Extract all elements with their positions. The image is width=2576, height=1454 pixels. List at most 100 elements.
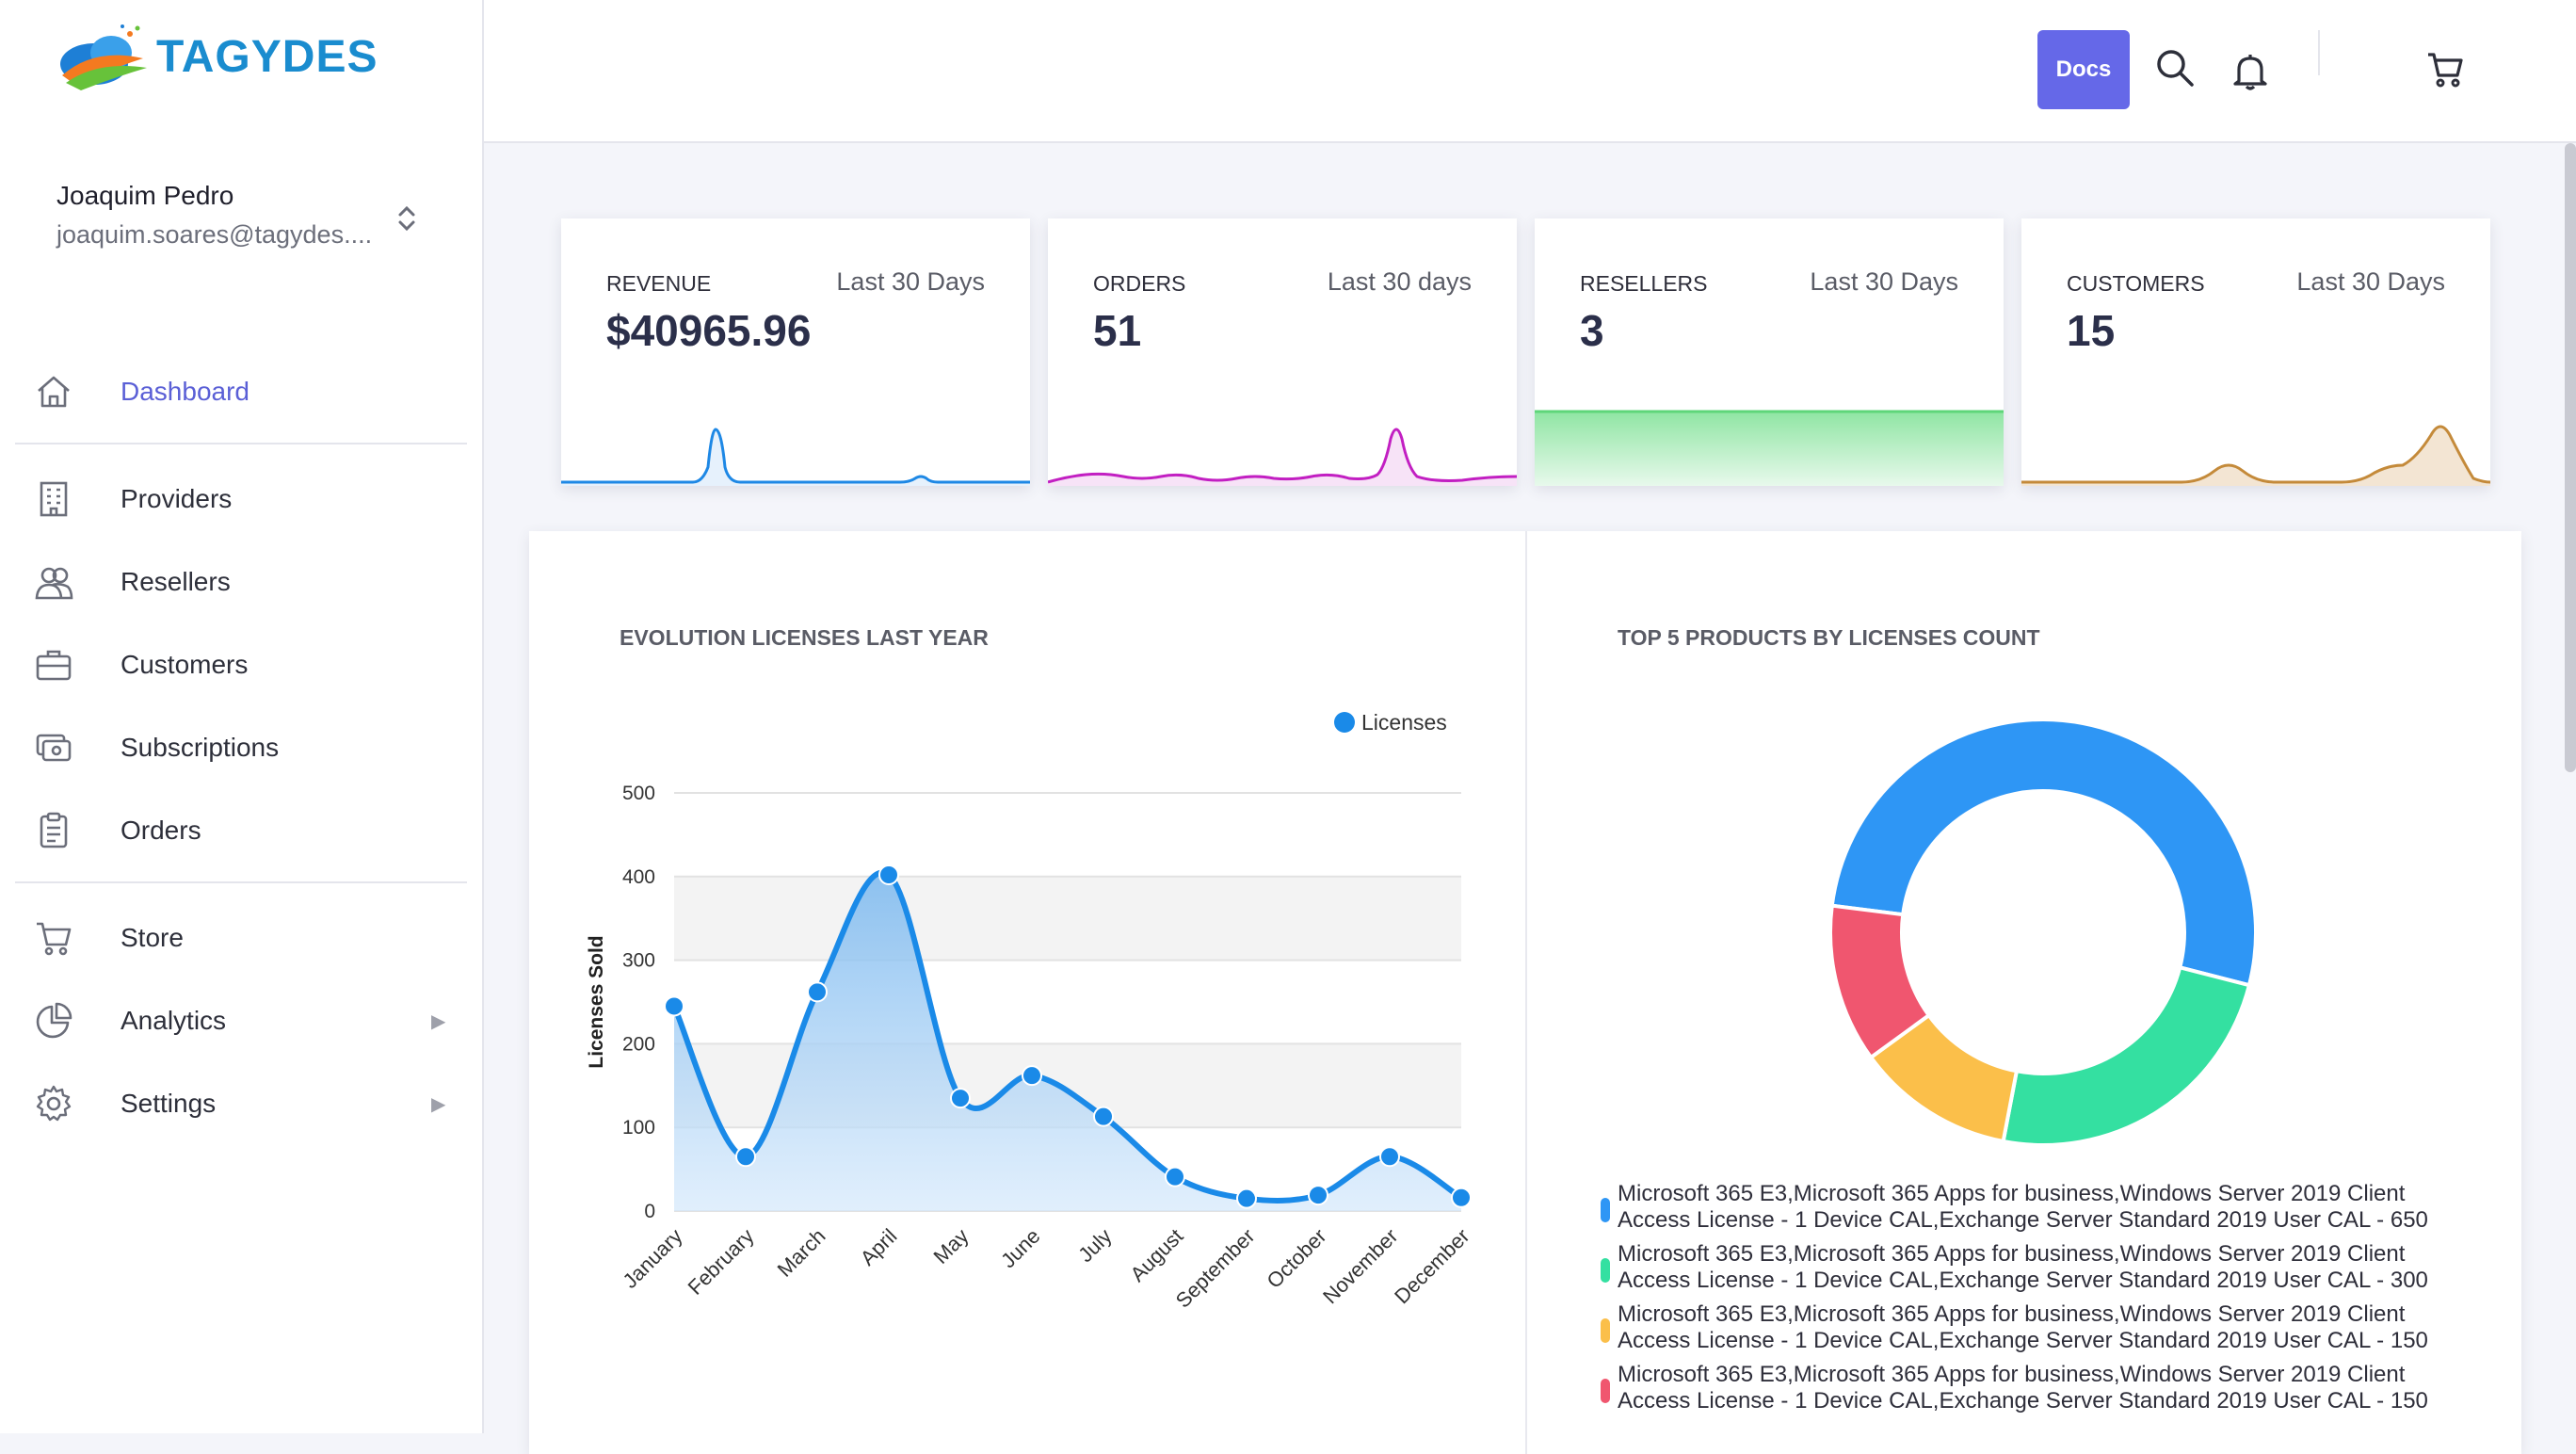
sidebar-item-label: Resellers (121, 567, 231, 596)
donut-slice (1829, 718, 2258, 988)
data-point (664, 995, 684, 1017)
legend-label: Microsoft 365 E3,Microsoft 365 Apps for … (1618, 1362, 2428, 1414)
page-scrollbar[interactable] (2565, 143, 2576, 772)
revenue-sparkline (561, 428, 1030, 486)
clipboard-icon (40, 812, 68, 848)
legend-swatch (1601, 1379, 1610, 1403)
brand-name: TAGYDES (156, 31, 378, 82)
home-icon (38, 376, 70, 408)
sidebar-item-customers[interactable]: Customers (0, 627, 482, 703)
x-tick-label: June (996, 1224, 1044, 1272)
panel-divider (1525, 531, 1527, 1454)
evolution-line-chart: 0 100 200 300 400 500 Licenses Sold JanuaryFebr… (586, 710, 1474, 1313)
stat-card-resellers: RESELLERS Last 30 Days 3 (1535, 218, 2004, 486)
legend-item[interactable]: Microsoft 365 E3,Microsoft 365 Apps for … (1601, 1362, 2448, 1422)
sidebar-item-label: Customers (121, 650, 249, 679)
y-axis-label: Licenses Sold (586, 935, 607, 1068)
legend-item[interactable]: Microsoft 365 E3,Microsoft 365 Apps for … (1601, 1241, 2448, 1301)
stat-period[interactable]: Last 30 Days (2296, 267, 2445, 296)
sidebar-item-analytics[interactable]: Analytics ▶ (0, 983, 482, 1058)
grid-band (674, 876, 1461, 961)
stat-card-customers: CUSTOMERS Last 30 Days 15 (2021, 218, 2490, 486)
x-tick-label: March (773, 1224, 830, 1282)
stat-value: 51 (1093, 306, 1142, 355)
sidebar-item-store[interactable]: Store (0, 900, 482, 976)
stat-period[interactable]: Last 30 Days (1810, 267, 1958, 296)
stat-value: 15 (2067, 306, 2116, 355)
data-point (1451, 1187, 1472, 1208)
y-tick-label: 0 (644, 1201, 655, 1222)
data-point (950, 1088, 971, 1109)
sidebar-item-subscriptions[interactable]: Subscriptions (0, 710, 482, 785)
x-tick-label: April (856, 1224, 902, 1270)
data-point (807, 981, 828, 1003)
x-tick-label: January (619, 1224, 687, 1293)
pie-icon (36, 1002, 72, 1039)
logo-icon (60, 24, 147, 90)
y-tick-label: 100 (622, 1117, 655, 1139)
sidebar-item-label: Settings (121, 1089, 217, 1118)
bell-icon[interactable] (2230, 51, 2271, 92)
nav-divider (15, 881, 467, 883)
cart-icon[interactable] (2425, 49, 2467, 90)
data-point (878, 864, 899, 886)
cart-icon (37, 922, 72, 956)
x-tick-label: October (1263, 1224, 1331, 1293)
sidebar-item-settings[interactable]: Settings ▶ (0, 1066, 482, 1141)
sidebar-item-providers[interactable]: Providers (0, 461, 482, 537)
sidebar-item-orders[interactable]: Orders (0, 793, 482, 868)
x-tick-label: February (684, 1224, 759, 1300)
chevron-updown-icon[interactable] (394, 202, 420, 235)
x-tick-label: May (928, 1224, 973, 1268)
brand-logo[interactable]: TAGYDES (56, 21, 378, 92)
data-point (1308, 1185, 1328, 1206)
sidebar-item-label: Subscriptions (121, 733, 280, 762)
customers-sparkline (2021, 425, 2490, 486)
sidebar-item-dashboard[interactable]: Dashboard (0, 354, 482, 429)
series-area-licenses (674, 872, 1461, 1211)
legend-swatch (1601, 1198, 1610, 1222)
gear-icon (36, 1085, 72, 1122)
sidebar-item-resellers[interactable]: Resellers (0, 544, 482, 620)
data-point (1093, 1106, 1114, 1127)
sidebar-item-label: Providers (121, 484, 233, 513)
user-name: Joaquim Pedro (56, 181, 234, 210)
stat-card-revenue: REVENUE Last 30 Days $40965.96 (561, 218, 1030, 486)
sidebar: TAGYDES Joaquim Pedro joaquim.soares@tag… (0, 0, 484, 1433)
legend-swatch (1601, 1258, 1610, 1283)
legend-marker (1334, 712, 1355, 733)
toolbar-divider (2318, 30, 2320, 75)
top-bar: Docs (484, 0, 2576, 143)
legend-item[interactable]: Microsoft 365 E3,Microsoft 365 Apps for … (1601, 1301, 2448, 1362)
legend-label: Microsoft 365 E3,Microsoft 365 Apps for … (1618, 1181, 2428, 1233)
stat-title: RESELLERS (1580, 271, 1708, 296)
legend-swatch (1601, 1318, 1610, 1343)
resellers-sparkline (1535, 410, 2004, 486)
cash-icon (36, 734, 72, 762)
data-point (1165, 1166, 1185, 1187)
legend-item[interactable]: Microsoft 365 E3,Microsoft 365 Apps for … (1601, 1181, 2448, 1241)
search-icon[interactable] (2154, 47, 2196, 89)
y-tick-label: 500 (622, 783, 655, 804)
legend-label: Microsoft 365 E3,Microsoft 365 Apps for … (1618, 1241, 2428, 1293)
y-tick-label: 400 (622, 866, 655, 888)
stat-period[interactable]: Last 30 Days (836, 267, 985, 296)
expand-arrow-icon: ▶ (431, 1010, 446, 1032)
stat-card-orders: ORDERS Last 30 days 51 (1048, 218, 1517, 486)
briefcase-icon (36, 650, 72, 681)
orders-sparkline (1048, 428, 1517, 486)
sidebar-item-label: Analytics (121, 1006, 227, 1035)
stat-value: 3 (1580, 306, 1604, 355)
legend-label: Licenses (1361, 710, 1447, 735)
data-point (1236, 1187, 1257, 1209)
docs-button[interactable]: Docs (2037, 30, 2130, 109)
top-products-donut-chart (1828, 718, 2258, 1147)
user-info[interactable]: Joaquim Pedro joaquim.soares@tagydes.... (56, 181, 433, 250)
sidebar-item-label: Orders (121, 816, 201, 845)
stat-title: REVENUE (606, 271, 712, 296)
x-tick-label: November (1318, 1224, 1402, 1308)
sidebar-item-label: Dashboard (121, 377, 250, 406)
nav-divider (15, 443, 467, 444)
building-icon (40, 481, 68, 517)
stat-period[interactable]: Last 30 days (1327, 267, 1472, 296)
